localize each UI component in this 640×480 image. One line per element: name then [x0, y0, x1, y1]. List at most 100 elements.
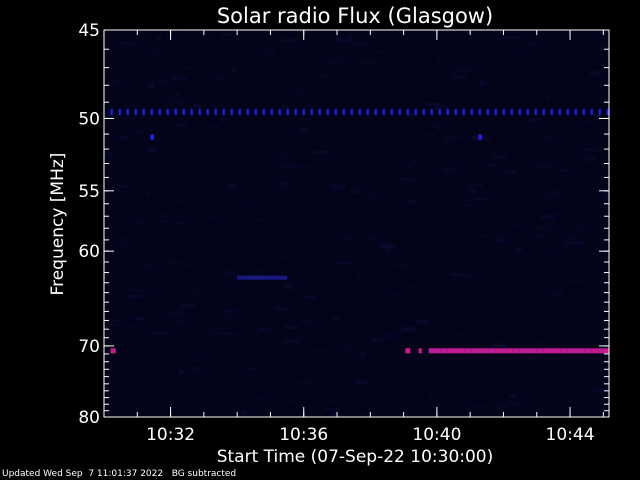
- noise-cell: [143, 263, 159, 269]
- noise-cell: [562, 83, 573, 87]
- noise-cell: [412, 76, 420, 80]
- dot-51.2MHz-a: [150, 134, 154, 140]
- noise-cell: [400, 285, 411, 289]
- noise-cell: [335, 388, 340, 393]
- noise-cell: [280, 38, 297, 42]
- noise-cell: [443, 129, 454, 133]
- noise-cell: [243, 203, 254, 207]
- noise-cell: [149, 207, 155, 210]
- noise-cell: [107, 169, 119, 173]
- noise-cell: [516, 72, 524, 76]
- noise-cell: [536, 225, 551, 229]
- noise-cell: [604, 206, 609, 211]
- interference-line-49.6MHz: [326, 109, 329, 115]
- noise-cell: [277, 182, 289, 186]
- interference-line-49.6MHz: [518, 109, 521, 115]
- noise-cell: [527, 41, 536, 45]
- noise-cell: [491, 259, 497, 263]
- noise-cell: [247, 332, 260, 335]
- noise-cell: [301, 320, 316, 324]
- interference-line-70.6MHz-hatch: [566, 348, 568, 354]
- noise-cell: [527, 118, 539, 122]
- y-tick-label: 60: [78, 242, 100, 262]
- noise-cell: [525, 319, 539, 323]
- noise-cell: [569, 230, 573, 235]
- noise-cell: [241, 401, 251, 405]
- noise-cell: [158, 78, 169, 83]
- noise-cell: [460, 203, 474, 207]
- noise-cell: [372, 392, 376, 397]
- noise-cell: [263, 52, 276, 56]
- interference-line-49.6MHz: [334, 109, 337, 115]
- noise-cell: [281, 399, 296, 402]
- interference-line-49.6MHz: [534, 109, 537, 115]
- interference-line-49.6MHz: [342, 109, 345, 115]
- noise-cell: [171, 76, 187, 81]
- noise-cell: [475, 406, 485, 409]
- noise-cell: [488, 110, 496, 115]
- noise-cell: [433, 125, 443, 129]
- noise-cell: [343, 204, 347, 208]
- noise-cell: [251, 90, 257, 94]
- y-tick-label: 50: [78, 109, 100, 129]
- interference-line-49.6MHz: [558, 109, 561, 115]
- noise-cell: [105, 215, 114, 220]
- noise-cell: [107, 323, 124, 327]
- noise-cell: [412, 160, 416, 164]
- interference-line-49.6MHz: [486, 109, 489, 115]
- noise-cell: [247, 30, 257, 35]
- noise-cell: [555, 250, 560, 253]
- noise-cell: [315, 150, 328, 154]
- noise-cell: [512, 316, 529, 322]
- noise-cell: [236, 135, 243, 140]
- interference-line-70.6MHz-hatch: [518, 348, 520, 354]
- interference-line-49.6MHz: [430, 109, 433, 115]
- noise-cell: [288, 92, 305, 96]
- footer: Updated Wed Sep 7 11:01:37 2022 BG subtr…: [2, 469, 236, 479]
- noise-cell: [292, 234, 299, 239]
- noise-cell: [578, 343, 593, 347]
- interference-line-49.6MHz: [182, 109, 185, 115]
- noise-cell: [549, 309, 554, 313]
- noise-cell: [590, 70, 600, 76]
- noise-cell: [249, 360, 265, 365]
- noise-cell: [426, 133, 435, 136]
- interference-line-49.6MHz: [502, 109, 505, 115]
- noise-cell: [232, 68, 237, 73]
- noise-cell: [121, 238, 133, 241]
- noise-cell: [270, 47, 274, 53]
- x-axis-ticks: 10:32 10:36 10:40 10:44: [103, 30, 604, 445]
- dot-51.2MHz-b: [478, 134, 482, 140]
- noise-cell: [420, 124, 436, 127]
- interference-line-70.6MHz-hatch: [542, 348, 544, 354]
- noise-cell: [468, 183, 484, 188]
- interference-line-49.6MHz: [222, 109, 225, 115]
- noise-cell: [303, 351, 310, 355]
- noise-cell: [260, 123, 271, 128]
- noise-cell: [452, 75, 466, 79]
- noise-cell: [550, 222, 554, 226]
- noise-cell: [209, 125, 219, 129]
- y-tick-label: 80: [78, 408, 100, 428]
- noise-cell: [413, 66, 423, 70]
- x-tick-label: 10:36: [279, 425, 328, 445]
- noise-cell: [603, 303, 609, 307]
- interference-line-49.6MHz: [230, 109, 233, 115]
- noise-cell: [111, 319, 121, 322]
- noise-cell: [445, 169, 457, 174]
- noise-cell: [164, 97, 179, 101]
- noise-cell: [311, 179, 317, 182]
- noise-cell: [204, 332, 211, 338]
- noise-cell: [325, 236, 331, 240]
- noise-cell: [337, 37, 353, 43]
- noise-cell: [341, 171, 351, 174]
- interference-line-49.6MHz: [454, 109, 457, 115]
- interference-line-70.6MHz-hatch: [530, 348, 532, 354]
- noise-cell: [221, 316, 229, 322]
- noise-cell: [111, 80, 119, 84]
- noise-cell: [142, 289, 160, 293]
- interference-line-49.6MHz: [286, 109, 289, 115]
- noise-cell: [551, 190, 562, 195]
- interference-line-70.6MHz-hatch: [590, 348, 592, 354]
- noise-cell: [220, 351, 226, 354]
